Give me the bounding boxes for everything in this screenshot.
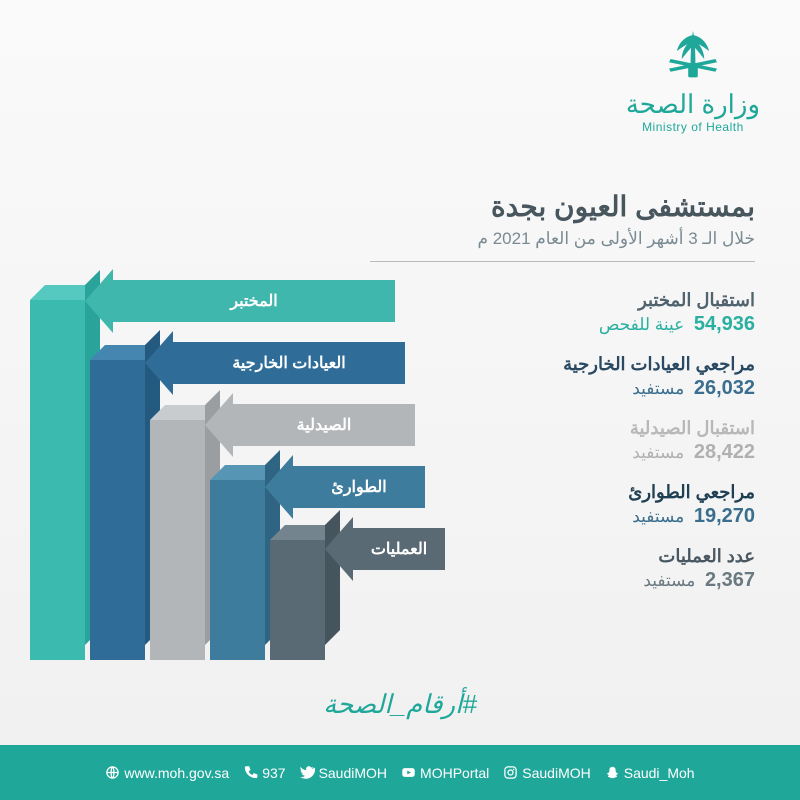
chart-arrow: الصيدلية [205, 404, 415, 446]
arrow-label: العيادات الخارجية [173, 342, 405, 384]
stat-value: 26,032 مستفيد [430, 377, 755, 400]
arrow-label: العمليات [353, 528, 445, 570]
stat-item: عدد العمليات2,367 مستفيد [430, 546, 755, 592]
stat-value: 28,422 مستفيد [430, 441, 755, 464]
footer-item[interactable]: MOHPortal [401, 765, 489, 781]
chart-bar [150, 420, 205, 660]
footer-item[interactable]: SaudiMOH [503, 765, 590, 781]
stat-item: مراجعي العيادات الخارجية26,032 مستفيد [430, 354, 755, 400]
youtube-icon [401, 765, 416, 780]
palm-swords-icon [653, 25, 733, 85]
stat-item: استقبال الصيدلية28,422 مستفيد [430, 418, 755, 464]
chart-arrow: الطوارئ [265, 466, 425, 508]
footer-text: Saudi_Moh [624, 765, 695, 781]
footer-item[interactable]: Saudi_Moh [605, 765, 695, 781]
stat-head: استقبال الصيدلية [430, 418, 755, 439]
phone-icon [243, 765, 258, 780]
stat-head: عدد العمليات [430, 546, 755, 567]
arrow-label: الصيدلية [233, 404, 415, 446]
title-block: بمستشفى العيون بجدة خلال الـ 3 أشهر الأو… [370, 190, 755, 262]
chart-arrow: العمليات [325, 528, 445, 570]
stat-value: 19,270 مستفيد [430, 505, 755, 528]
footer-item[interactable]: SaudiMOH [300, 765, 387, 781]
footer-item[interactable]: 937 [243, 765, 285, 781]
footer-text: SaudiMOH [319, 765, 387, 781]
chart-arrow: المختبر [85, 280, 395, 322]
arrow-label: المختبر [113, 280, 395, 322]
logo-text-ar: وزارة الصحة [626, 89, 760, 120]
footer-text: 937 [262, 765, 285, 781]
footer-item[interactable]: www.moh.gov.sa [105, 765, 229, 781]
twitter-icon [300, 765, 315, 780]
chart-bar [30, 300, 85, 660]
chart-bar [270, 540, 325, 660]
stat-item: استقبال المختبر54,936 عينة للفحص [430, 290, 755, 336]
instagram-icon [503, 765, 518, 780]
stat-head: استقبال المختبر [430, 290, 755, 311]
stat-head: مراجعي الطوارئ [430, 482, 755, 503]
arrow-label: الطوارئ [293, 466, 425, 508]
bar-chart: المختبرالعيادات الخارجيةالصيدليةالطوارئا… [30, 280, 430, 660]
title-sub: خلال الـ 3 أشهر الأولى من العام 2021 م [370, 229, 755, 249]
globe-icon [105, 765, 120, 780]
stats-list: استقبال المختبر54,936 عينة للفحص مراجعي ا… [430, 290, 755, 610]
stat-value: 2,367 مستفيد [430, 569, 755, 592]
chart-bar [90, 360, 145, 660]
stat-value: 54,936 عينة للفحص [430, 313, 755, 336]
chart-bar [210, 480, 265, 660]
snapchat-icon [605, 765, 620, 780]
chart-arrow: العيادات الخارجية [145, 342, 405, 384]
infographic-page: وزارة الصحة Ministry of Health بمستشفى ا… [0, 0, 800, 800]
stat-item: مراجعي الطوارئ19,270 مستفيد [430, 482, 755, 528]
logo-text-en: Ministry of Health [626, 120, 760, 134]
footer-text: MOHPortal [420, 765, 489, 781]
ministry-logo: وزارة الصحة Ministry of Health [626, 25, 760, 134]
footer-text: SaudiMOH [522, 765, 590, 781]
footer-text: www.moh.gov.sa [124, 765, 229, 781]
stat-head: مراجعي العيادات الخارجية [430, 354, 755, 375]
footer-bar: www.moh.gov.sa 937 SaudiMOH MOHPortal SaudiM… [0, 745, 800, 800]
hashtag: #أرقام_الصحة [0, 689, 800, 720]
title-main: بمستشفى العيون بجدة [370, 190, 755, 223]
